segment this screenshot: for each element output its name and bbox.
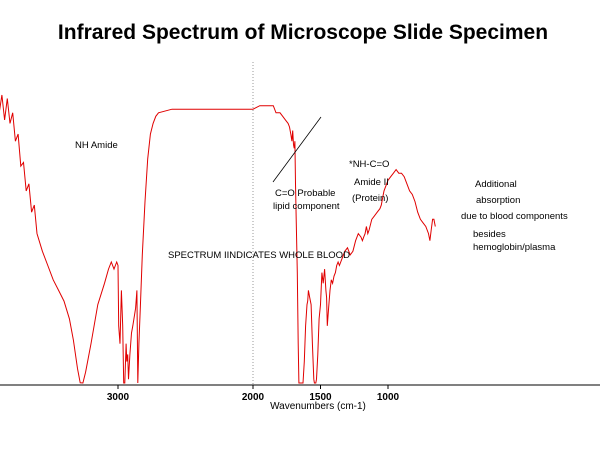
annotation-nh-amide-line: NH Amide — [75, 140, 118, 151]
x-tick-label: 1500 — [309, 392, 332, 403]
annotation-whole-blood-line: SPECTRUM IINDICATES WHOLE BLOOD — [168, 250, 350, 261]
annotation-blood-components-line: besides — [473, 229, 506, 240]
x-tick-label: 1000 — [377, 392, 400, 403]
x-axis-label: Wavenumbers (cm-1) — [270, 401, 366, 412]
annotation-whole-blood: SPECTRUM IINDICATES WHOLE BLOOD — [168, 250, 350, 261]
annotation-nh-amide: NH Amide — [75, 140, 118, 151]
annotation-nhco-amide-line: Amide II — [354, 177, 389, 188]
chart-title: Infrared Spectrum of Microscope Slide Sp… — [58, 21, 548, 44]
annotation-co-lipid-line: C=O Probable — [275, 188, 335, 199]
spectrum-line — [0, 94, 436, 384]
x-axis-ticks: 3000 2000 1500 1000 — [107, 385, 400, 403]
annotation-blood-components-line: Additional — [475, 179, 517, 190]
annotation-nhco-amide-line: (Protein) — [352, 193, 388, 204]
annotation-co-lipid-line: lipid component — [273, 201, 340, 212]
annotation-blood-components-line: absorption — [476, 195, 520, 206]
annotation-nhco-amide-line: *NH-C=O — [349, 159, 389, 170]
x-tick-label: 3000 — [107, 392, 130, 403]
annotation-blood-components: Additional absorption due to blood compo… — [461, 179, 568, 253]
x-tick-label: 2000 — [242, 392, 265, 403]
annotation-co-lipid: C=O Probable lipid component — [272, 116, 340, 212]
annotation-blood-components-line: due to blood components — [461, 211, 568, 222]
annotation-nhco-amide: *NH-C=O Amide II (Protein) — [349, 159, 389, 204]
annotation-co-lipid-pointer — [272, 116, 322, 183]
annotation-blood-components-line: hemoglobin/plasma — [473, 242, 556, 253]
